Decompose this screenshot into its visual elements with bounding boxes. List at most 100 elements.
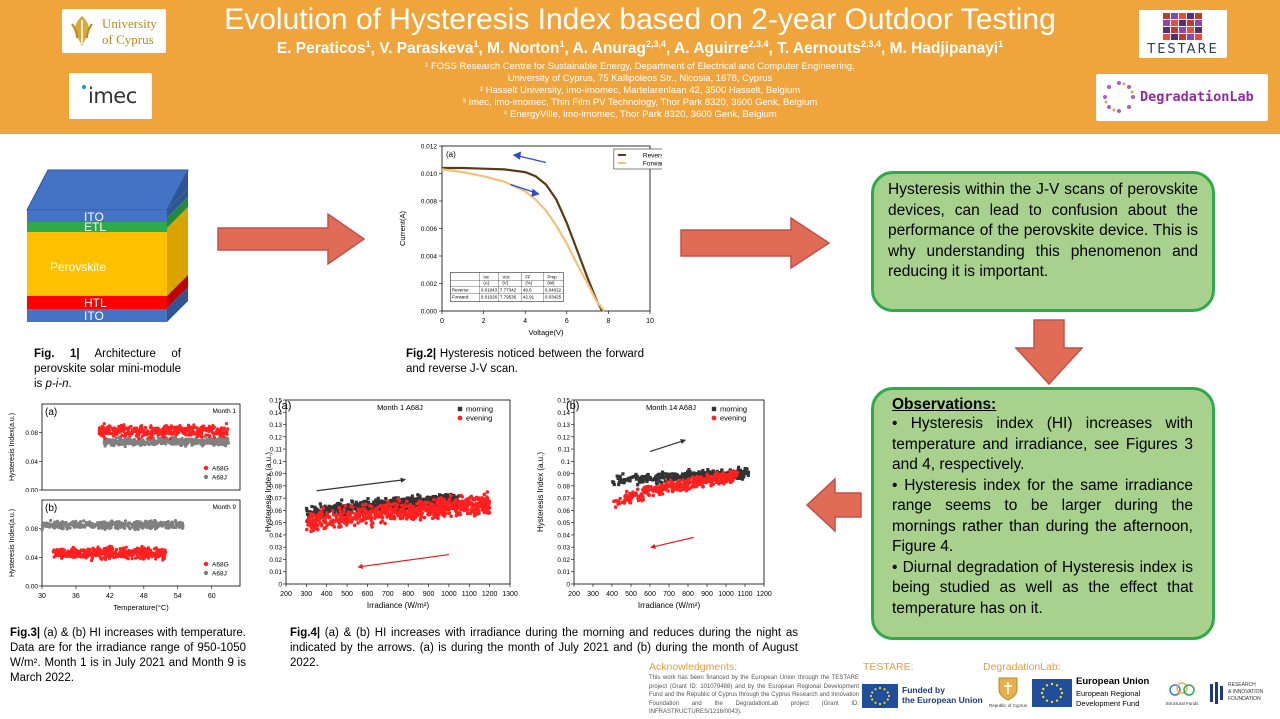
data-point [485,490,490,494]
table-header: FF [525,275,531,280]
data-point [416,493,420,497]
data-point [711,471,715,476]
data-point [710,478,715,483]
rif-line3: FOUNDATION [1228,696,1261,702]
data-point [684,477,689,481]
structural-funds-text: Structural Funds [1165,701,1199,706]
data-point [168,522,173,526]
data-point [154,442,159,446]
data-point [308,521,312,526]
data-point [142,551,146,555]
data-point [684,473,688,478]
data-point [322,508,326,512]
data-point [122,546,126,550]
data-point [645,487,650,492]
data-point [662,472,666,476]
x-tick-label: 200 [568,591,580,598]
data-point [340,498,344,502]
ucy-emblem-icon [71,16,93,46]
data-point [469,502,473,506]
data-point [127,521,132,525]
testare-grid-icon [1163,13,1202,40]
testare-logo: TESTARE [1139,10,1227,58]
etl-layer [27,222,167,232]
data-point [616,476,620,481]
data-point [336,504,341,508]
data-point [689,474,693,478]
x-tick-label: 1200 [756,591,772,598]
ito-top-layer-side [167,189,188,218]
direction-arrows [510,151,547,197]
data-point [449,514,453,519]
eu-funded-line2: the European Union [902,695,983,705]
x-tick-label: 2 [482,318,486,325]
data-point [465,511,470,516]
etl-label: ETL [84,220,106,234]
data-point [137,547,141,551]
data-point [163,548,167,552]
data-point [356,507,361,511]
data-point [458,511,462,515]
data-point [183,442,187,446]
panel-label: (a) [45,407,57,418]
trend-arrow-line [649,439,685,453]
data-point [620,480,625,485]
data-point [624,493,628,497]
data-point [729,474,734,478]
data-point [717,481,721,486]
fig1-caption: Fig. 1| Architecture of perovskite solar… [34,347,181,392]
data-point [337,505,342,510]
data-point [688,470,692,474]
data-point [200,435,204,439]
legend-marker [711,406,717,412]
data-point [404,517,409,521]
data-point [128,441,132,445]
imec-logo: imec [69,73,152,119]
data-point [357,510,362,514]
x-tick-label: 700 [663,591,675,598]
data-point [82,519,86,523]
data-point [121,553,126,557]
trend-arrow-head [680,439,687,445]
data-point [670,477,674,481]
data-point [322,526,327,531]
data-point [175,521,179,525]
data-point [325,523,329,527]
data-point [373,514,377,518]
y-axis-label: Hysteresis Index (a.u.) [264,452,273,532]
data-point [386,499,390,504]
data-point [147,436,151,440]
data-point [615,474,619,478]
y-tick-label: 0.15 [557,398,570,405]
data-point [313,509,317,513]
data-point [686,475,690,479]
degradationlab-logo: DegradationLab [1096,74,1268,121]
y-tick-label: 0.010 [421,171,438,178]
data-point [339,518,343,522]
data-point [208,434,212,439]
data-point [339,512,344,517]
data-point [635,487,640,492]
data-point [132,437,136,442]
ack-title: Acknowledgments: [649,661,738,673]
data-point [212,425,216,429]
data-point [101,556,106,560]
data-point [659,475,663,479]
data-point [178,423,182,428]
data-point [612,499,616,504]
fig2-caption: Fig.2| Hysteresis noticed between the fo… [406,347,644,377]
data-point [664,485,669,490]
data-point [352,523,357,528]
data-point [181,526,185,530]
data-point [321,515,325,519]
data-point [310,510,315,515]
fig4-caption-label: Fig.4| [290,627,321,639]
data-point [613,505,618,509]
data-point [618,474,622,479]
data-point [415,501,419,506]
data-point [378,509,383,514]
data-point [418,518,423,522]
data-point [103,444,107,448]
data-point [309,524,313,529]
data-point [425,495,429,500]
